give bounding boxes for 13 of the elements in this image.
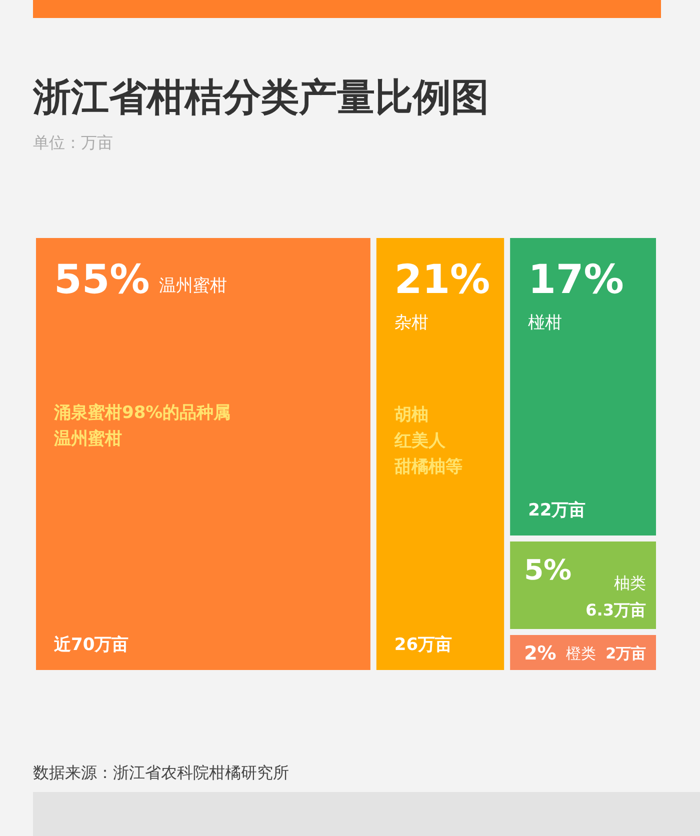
data-label: 2% [524,642,556,664]
text: 浙江省柑桔分类产量比例图 [32,75,489,119]
data-label: 17% [528,257,624,303]
data-label: 5% [524,554,572,586]
category-label: 橙类 [566,644,596,662]
category-label: 椪柑 [528,313,562,333]
category-label: 杂柑 [394,313,428,333]
source-note: 数据来源：浙江省农科院柑橘研究所 [33,763,289,782]
category-label: 柚类 [614,574,646,592]
category-label: 温州蜜柑 [159,276,227,296]
data-label: 21% [394,257,490,303]
text: 单位：万亩 [33,133,113,152]
data-label: 55% [54,257,150,303]
